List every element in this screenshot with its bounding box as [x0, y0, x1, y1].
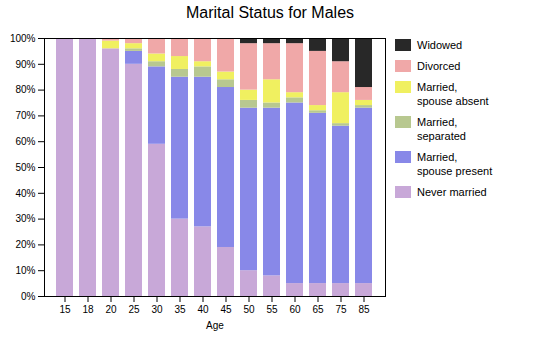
svg-text:50: 50 — [243, 304, 255, 315]
svg-text:75: 75 — [335, 304, 347, 315]
svg-text:85: 85 — [358, 304, 370, 315]
svg-text:30%: 30% — [15, 213, 35, 224]
svg-text:35: 35 — [174, 304, 186, 315]
html-text:Never married: Never married — [417, 186, 487, 198]
svg-text:70%: 70% — [15, 110, 35, 121]
svg-text:60: 60 — [289, 304, 301, 315]
svg-text:60%: 60% — [15, 136, 35, 147]
svg-text:45: 45 — [220, 304, 232, 315]
html-text:Married, separated: Married, separated — [417, 116, 466, 142]
svg-text:50%: 50% — [15, 162, 35, 173]
html-text:Married, spouse absent: Married, spouse absent — [417, 81, 489, 107]
svg-text:20%: 20% — [15, 239, 35, 250]
svg-text:55: 55 — [266, 304, 278, 315]
svg-text:40%: 40% — [15, 188, 35, 199]
svg-text:40: 40 — [197, 304, 209, 315]
html-text:Married, spouse present: Married, spouse present — [417, 151, 493, 177]
svg-text:25: 25 — [128, 304, 140, 315]
html-text:Divorced: Divorced — [417, 60, 461, 72]
svg-text:15: 15 — [59, 304, 71, 315]
svg-text:100%: 100% — [10, 33, 36, 44]
html-text:Widowed: Widowed — [417, 39, 463, 51]
svg-text:0%: 0% — [21, 291, 36, 302]
svg-text:10%: 10% — [15, 265, 35, 276]
svg-text:20: 20 — [105, 304, 117, 315]
svg-text:Age: Age — [206, 320, 224, 331]
svg-text:80%: 80% — [15, 84, 35, 95]
svg-text:30: 30 — [151, 304, 163, 315]
svg-text:65: 65 — [312, 304, 324, 315]
html-text:Marital Status for Males: Marital Status for Males — [186, 4, 354, 21]
svg-text:90%: 90% — [15, 59, 35, 70]
svg-text:18: 18 — [82, 304, 94, 315]
